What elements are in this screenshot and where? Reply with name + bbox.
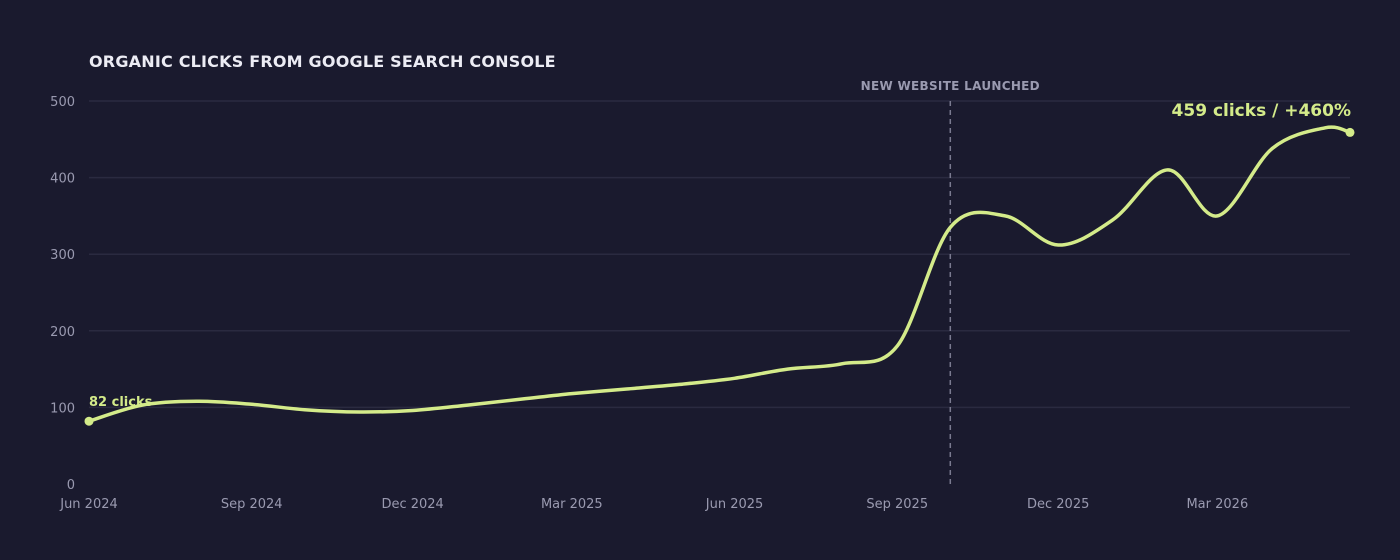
- y-tick-label: 500: [50, 95, 75, 110]
- y-tick-label: 100: [50, 401, 75, 416]
- y-tick-label: 300: [50, 248, 75, 263]
- chart-title: ORGANIC CLICKS FROM GOOGLE SEARCH CONSOL…: [89, 52, 556, 71]
- event-label: NEW WEBSITE LAUNCHED: [861, 79, 1040, 93]
- y-tick-label: 0: [67, 478, 75, 493]
- y-tick-label: 200: [50, 325, 75, 340]
- series-points: [84, 127, 1355, 426]
- x-tick-label: Mar 2026: [1186, 497, 1248, 512]
- x-tick-label: Jun 2024: [59, 497, 118, 512]
- start-annotation: 82 clicks: [89, 395, 153, 410]
- x-tick-label: Mar 2025: [541, 497, 603, 512]
- end-point: [1345, 127, 1355, 137]
- y-tick-label: 400: [50, 172, 75, 187]
- x-tick-label: Jun 2025: [705, 497, 764, 512]
- x-tick-label: Sep 2024: [221, 497, 283, 512]
- x-tick-label: Sep 2025: [866, 497, 928, 512]
- grid-lines: [89, 100, 1350, 409]
- event-marker: NEW WEBSITE LAUNCHED: [861, 79, 1040, 484]
- x-axis-ticks: Jun 2024 Sep 2024 Dec 2024 Mar 2025 Jun 2025…: [59, 497, 1248, 512]
- series-line: [87, 125, 1352, 423]
- y-axis-ticks: 0 100 200 300 400 500: [50, 95, 75, 493]
- x-tick-label: Dec 2024: [381, 497, 443, 512]
- end-annotation: 459 clicks / +460%: [1172, 101, 1351, 121]
- start-point: [84, 416, 94, 426]
- x-tick-label: Dec 2025: [1027, 497, 1089, 512]
